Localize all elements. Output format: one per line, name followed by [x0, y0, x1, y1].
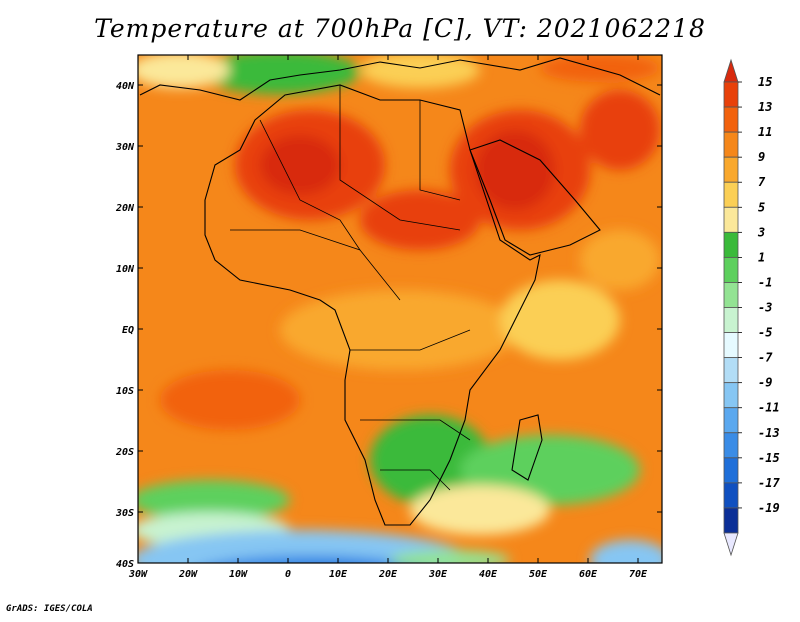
lon-label: 0	[285, 569, 291, 580]
coastline	[204, 84, 541, 526]
colorbar-box	[723, 81, 739, 108]
axis-ticks	[137, 55, 662, 564]
colorbar: 15 13 11 9 7 5 3 1 -1 -3 -5 -7 -9 -11 -13 -15 -17 -19	[723, 58, 780, 557]
colorbar-label: -7	[758, 351, 773, 365]
latitude-labels: 40N 30N 20N 10N EQ 10S 20S 30S 40S	[115, 81, 135, 570]
country-borders	[230, 85, 471, 491]
longitude-labels: 30W 20W 10W 0 10E 20E 30E 40E 50E 60E 70E	[128, 569, 648, 580]
colorbar-box	[723, 382, 739, 409]
lon-label: 30E	[428, 569, 448, 580]
colorbar-box	[723, 131, 739, 158]
colorbar-label: -11	[758, 401, 780, 415]
colorbar-label: -19	[758, 501, 780, 515]
lat-label: 30S	[115, 508, 134, 519]
colorbar-box	[723, 432, 739, 459]
colorbar-label: -9	[758, 376, 772, 390]
lat-label: 30N	[115, 142, 135, 153]
colorbar-box	[723, 507, 739, 534]
colorbar-box	[723, 231, 739, 258]
lon-label: 20W	[178, 569, 198, 580]
colorbar-label: -3	[758, 301, 772, 315]
lat-label: 10N	[116, 264, 135, 275]
map-frame	[137, 54, 663, 564]
colorbar-box	[723, 407, 739, 434]
colorbar-label: 15	[758, 75, 772, 89]
credit-text: GrADS: IGES/COLA	[6, 604, 93, 614]
colorbar-label: 7	[758, 175, 766, 189]
colorbar-label: -15	[758, 451, 780, 465]
colorbar-box	[723, 457, 739, 484]
colorbar-label: 13	[758, 100, 772, 114]
lat-label: 40S	[116, 559, 134, 570]
madagascar-coastline	[511, 414, 543, 481]
lon-label: 30W	[128, 569, 148, 580]
colorbar-bottom-arrow	[723, 532, 739, 557]
lat-label: 20N	[115, 203, 135, 214]
lat-label: 10S	[116, 386, 134, 397]
lat-label: 40N	[116, 81, 135, 92]
colorbar-box	[723, 206, 739, 233]
colorbar-label: -13	[758, 426, 780, 440]
colorbar-label: 11	[758, 125, 772, 139]
lat-label: 20S	[115, 447, 134, 458]
colorbar-label: 9	[758, 150, 765, 164]
lon-label: 10W	[229, 569, 248, 580]
lon-label: 70E	[629, 569, 648, 580]
colorbar-box	[723, 282, 739, 308]
colorbar-label: 5	[758, 200, 765, 214]
lon-label: 50E	[529, 569, 548, 580]
lon-label: 40E	[479, 569, 498, 580]
temperature-field	[138, 55, 662, 563]
colorbar-box	[723, 181, 739, 208]
arabia-coastline	[469, 139, 601, 256]
lat-label: EQ	[122, 325, 134, 336]
colorbar-box	[723, 307, 739, 333]
colorbar-label: 3	[757, 225, 765, 239]
colorbar-label: 1	[758, 250, 765, 264]
colorbar-box	[723, 357, 739, 384]
colorbar-label: -5	[758, 326, 772, 340]
map-title: Temperature at 700hPa [C], VT: 202106221…	[94, 14, 706, 43]
colorbar-box	[723, 332, 739, 359]
colorbar-label: -17	[758, 476, 780, 490]
lon-label: 20E	[378, 569, 398, 580]
colorbar-box	[723, 106, 739, 133]
colorbar-label: -1	[758, 275, 772, 289]
colorbar-box	[723, 256, 739, 283]
europe-coastline	[139, 57, 661, 101]
lon-label: 10E	[329, 569, 348, 580]
colorbar-top-arrow	[723, 58, 739, 83]
colorbar-box	[723, 482, 739, 509]
colorbar-box	[723, 156, 739, 183]
lon-label: 60E	[579, 569, 598, 580]
